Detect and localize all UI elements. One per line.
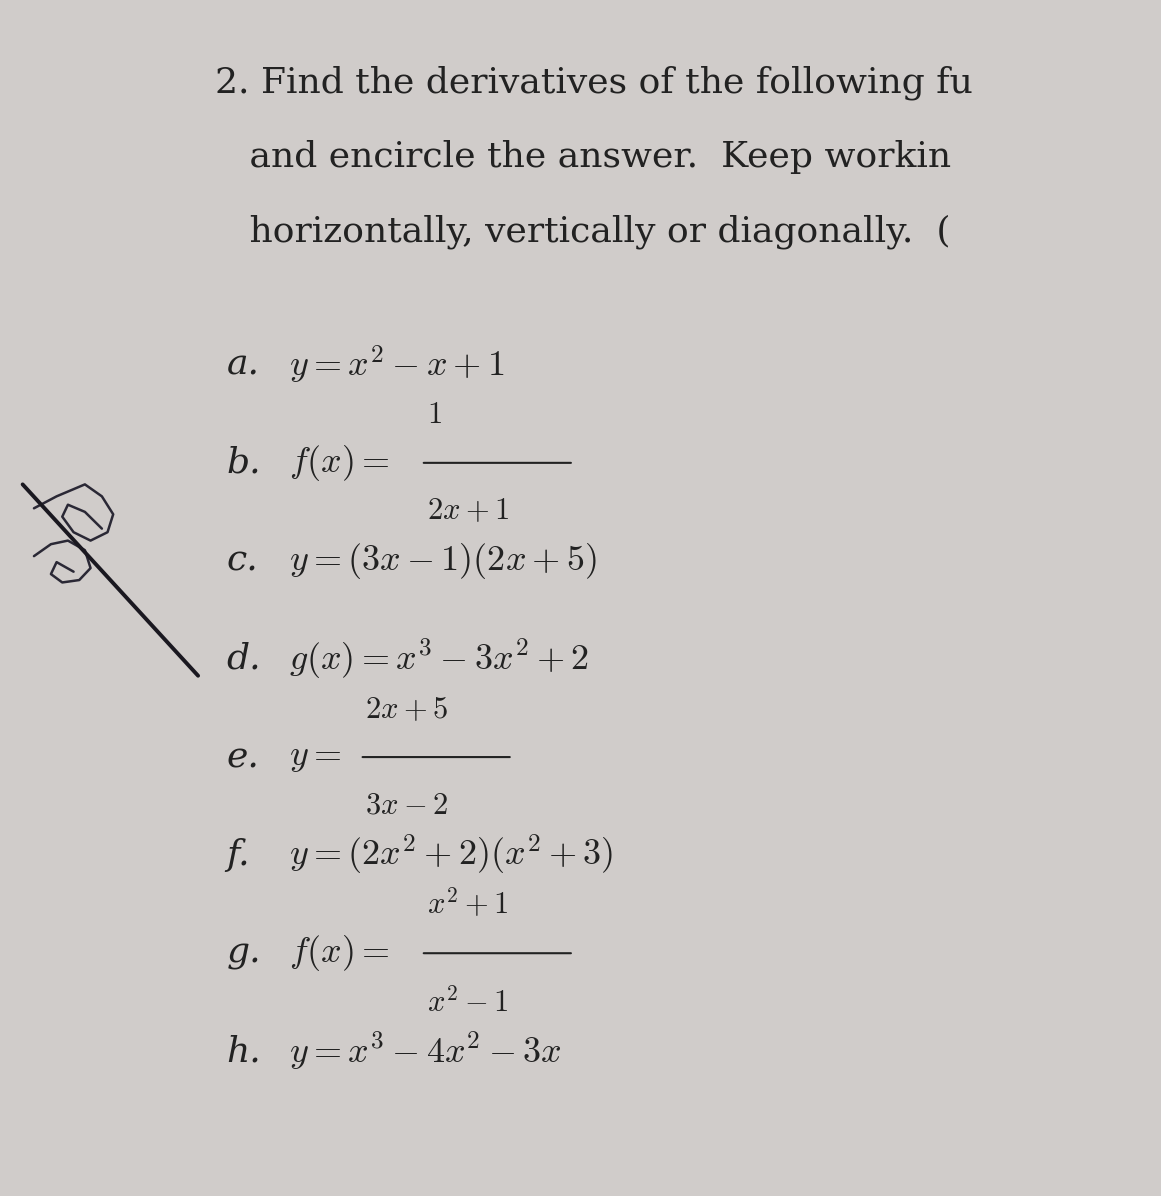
Text: 2. Find the derivatives of the following fu: 2. Find the derivatives of the following… (215, 66, 973, 100)
Text: $2x + 5$: $2x + 5$ (366, 695, 448, 724)
Text: $y = $: $y = $ (289, 740, 340, 774)
Text: $f(x) = $: $f(x) = $ (289, 443, 389, 483)
Text: $2x + 1$: $2x + 1$ (426, 496, 509, 525)
Text: $y = (3x-1)(2x+5)$: $y = (3x-1)(2x+5)$ (289, 541, 597, 581)
Text: b.: b. (226, 446, 261, 480)
Text: $y = x^2 - x + 1$: $y = x^2 - x + 1$ (289, 343, 504, 386)
Text: $f(x) = $: $f(x) = $ (289, 933, 389, 974)
Text: $x^2+1$: $x^2+1$ (426, 886, 509, 920)
Text: and encircle the answer.  Keep workin: and encircle the answer. Keep workin (215, 140, 951, 173)
Text: $1$: $1$ (426, 401, 441, 429)
Text: $x^2-1$: $x^2-1$ (426, 987, 509, 1018)
Text: d.: d. (226, 642, 261, 676)
Text: $y = x^3 - 4x^2 - 3x$: $y = x^3 - 4x^2 - 3x$ (289, 1030, 561, 1073)
Text: a.: a. (226, 348, 259, 382)
Text: g.: g. (226, 936, 261, 970)
Text: f.: f. (226, 838, 250, 872)
Text: h.: h. (226, 1035, 261, 1068)
Text: $3x - 2$: $3x - 2$ (366, 791, 448, 819)
Text: $g(x) = x^3 - 3x^2 + 2$: $g(x) = x^3 - 3x^2 + 2$ (289, 636, 589, 682)
Text: c.: c. (226, 544, 258, 578)
Text: $y = (2x^2+2)(x^2+3)$: $y = (2x^2+2)(x^2+3)$ (289, 834, 613, 877)
Text: e.: e. (226, 740, 259, 774)
Text: horizontally, vertically or diagonally.  (: horizontally, vertically or diagonally. … (215, 214, 951, 249)
